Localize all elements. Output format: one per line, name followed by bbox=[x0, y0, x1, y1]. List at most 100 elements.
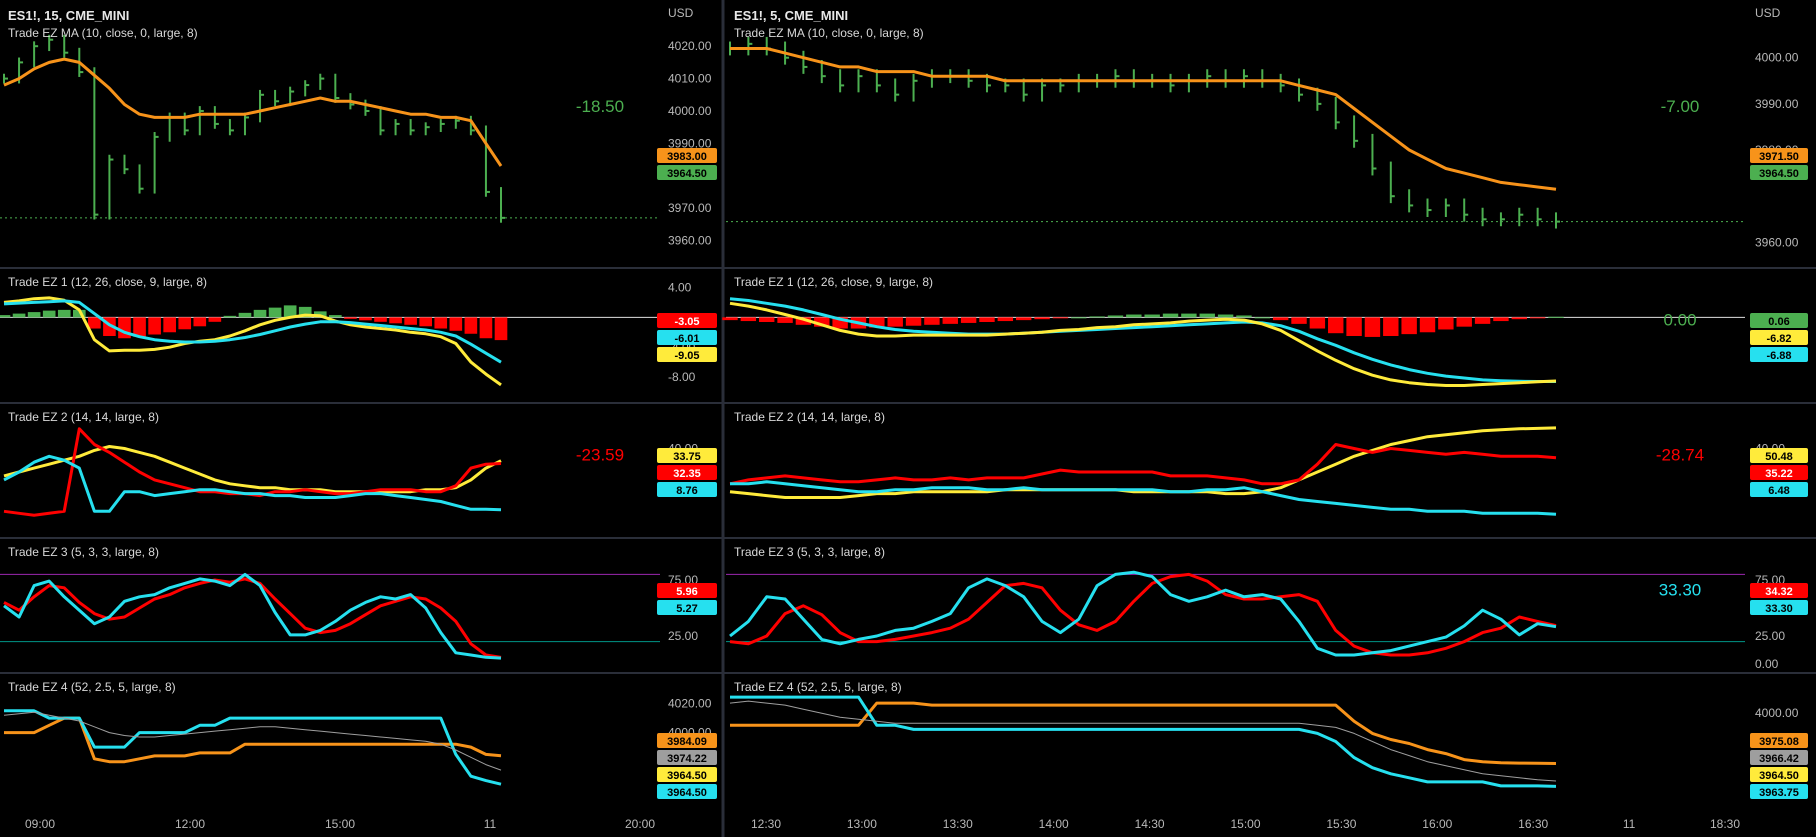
histogram-bar bbox=[298, 306, 312, 318]
histogram-bar bbox=[1456, 317, 1472, 327]
histogram-bar bbox=[283, 305, 297, 318]
histogram-bar bbox=[1346, 317, 1362, 336]
series-line-yellow bbox=[729, 426, 1557, 499]
price-tag-label: 3975.08 bbox=[1759, 736, 1799, 748]
series-line-MA bbox=[3, 57, 503, 167]
price-tag bbox=[1750, 750, 1808, 765]
histogram-bar bbox=[814, 317, 830, 327]
histogram-bar bbox=[223, 315, 237, 318]
series-line-MA bbox=[730, 47, 1557, 191]
histogram-bar bbox=[1144, 314, 1160, 318]
price-tag-label: -3.05 bbox=[674, 316, 699, 328]
indicator-title: Trade EZ 2 (14, 14, large, 8) bbox=[734, 410, 885, 424]
histogram-bar bbox=[163, 317, 176, 333]
indicator-value: -18.50 bbox=[576, 97, 624, 116]
price-tag-label: -6.88 bbox=[1766, 350, 1791, 362]
x-tick-label: 20:00 bbox=[625, 817, 655, 831]
series-line-cyan bbox=[4, 709, 502, 786]
histogram-bar bbox=[1034, 317, 1050, 320]
price-tag bbox=[1750, 448, 1808, 463]
indicator-value: 0.00 bbox=[1663, 310, 1696, 329]
y-tick-label: 4000.00 bbox=[668, 104, 712, 118]
currency-label: USD bbox=[1755, 6, 1781, 20]
histogram-bar bbox=[1438, 317, 1454, 330]
price-tag bbox=[657, 583, 717, 598]
x-tick-label: 09:00 bbox=[25, 817, 55, 831]
series-line-cyan bbox=[729, 570, 1557, 657]
histogram-bar bbox=[960, 317, 977, 323]
price-tag bbox=[1750, 583, 1808, 598]
histogram-bar bbox=[1548, 316, 1564, 318]
histogram-bar bbox=[1309, 317, 1326, 329]
currency-label: USD bbox=[668, 6, 694, 20]
histogram-bar bbox=[905, 317, 922, 326]
price-tag bbox=[1750, 767, 1808, 782]
x-tick-label: 15:00 bbox=[325, 817, 355, 831]
price-tag bbox=[657, 482, 717, 497]
histogram-bar bbox=[1493, 317, 1509, 322]
histogram-bar bbox=[148, 317, 161, 335]
series-line-orange bbox=[4, 716, 502, 764]
series-line-cyan bbox=[729, 297, 1556, 383]
x-tick-label: 14:30 bbox=[1135, 817, 1165, 831]
histogram-bar bbox=[0, 315, 11, 318]
series-line-gray bbox=[3, 711, 502, 771]
price-tag bbox=[657, 465, 717, 480]
price-tag bbox=[657, 347, 717, 362]
histogram-bar bbox=[997, 317, 1014, 322]
price-tag bbox=[1750, 600, 1808, 615]
y-tick-label: 3960.00 bbox=[1755, 235, 1799, 249]
histogram-bar bbox=[208, 317, 222, 322]
price-tag-label: 33.30 bbox=[1765, 603, 1793, 615]
histogram-bar bbox=[869, 317, 885, 328]
histogram-bar bbox=[1199, 313, 1215, 318]
histogram-bar bbox=[1071, 317, 1087, 319]
histogram-bar bbox=[1254, 317, 1271, 319]
histogram-bar bbox=[88, 317, 101, 329]
indicator-value: -28.74 bbox=[1656, 445, 1704, 464]
histogram-bar bbox=[1383, 317, 1399, 336]
indicator-title: Trade EZ 4 (52, 2.5, 5, large, 8) bbox=[734, 680, 902, 694]
histogram-bar bbox=[133, 317, 146, 337]
y-tick-label: 25.00 bbox=[668, 629, 698, 643]
price-tag bbox=[657, 313, 717, 328]
price-tag-label: 3964.50 bbox=[667, 770, 707, 782]
indicator-title: Trade EZ MA (10, close, 0, large, 8) bbox=[734, 26, 924, 40]
histogram-bar bbox=[42, 310, 56, 318]
indicator-title: Trade EZ 3 (5, 3, 3, large, 8) bbox=[734, 545, 885, 559]
histogram-bar bbox=[777, 317, 793, 323]
price-tag-label: 5.96 bbox=[676, 586, 697, 598]
histogram-bar bbox=[238, 312, 252, 318]
price-tag-label: 3964.50 bbox=[1759, 168, 1799, 180]
series-line-cyan bbox=[3, 572, 502, 660]
y-tick-label: 4020.00 bbox=[668, 697, 712, 711]
histogram-bar bbox=[1328, 317, 1344, 334]
histogram-bar bbox=[1181, 313, 1197, 318]
histogram-bar bbox=[193, 317, 207, 327]
histogram-bar bbox=[494, 317, 508, 341]
series-line-fast bbox=[3, 296, 502, 387]
histogram-bar bbox=[1291, 317, 1307, 324]
histogram-bar bbox=[389, 317, 402, 324]
price-tag bbox=[657, 165, 717, 180]
price-tag-label: 5.27 bbox=[676, 603, 697, 615]
price-tag-label: -9.05 bbox=[674, 350, 699, 362]
histogram-bar bbox=[359, 317, 372, 321]
price-tag bbox=[1750, 148, 1808, 163]
y-tick-label: 3990.00 bbox=[668, 136, 712, 150]
x-tick-label: 12:00 bbox=[175, 817, 205, 831]
histogram-bar bbox=[1107, 315, 1124, 318]
histogram-bar bbox=[479, 317, 493, 339]
histogram-bar bbox=[268, 307, 282, 318]
histogram-bar bbox=[1272, 317, 1289, 321]
x-tick-label: 11 bbox=[484, 817, 497, 831]
histogram-bar bbox=[434, 317, 448, 329]
histogram-bar bbox=[759, 317, 775, 322]
histogram-bar bbox=[1401, 317, 1417, 335]
x-tick-label: 18:30 bbox=[1710, 817, 1740, 831]
price-tag-label: 3964.50 bbox=[667, 168, 707, 180]
y-tick-label: 3990.00 bbox=[1755, 97, 1799, 111]
price-tag bbox=[657, 767, 717, 782]
